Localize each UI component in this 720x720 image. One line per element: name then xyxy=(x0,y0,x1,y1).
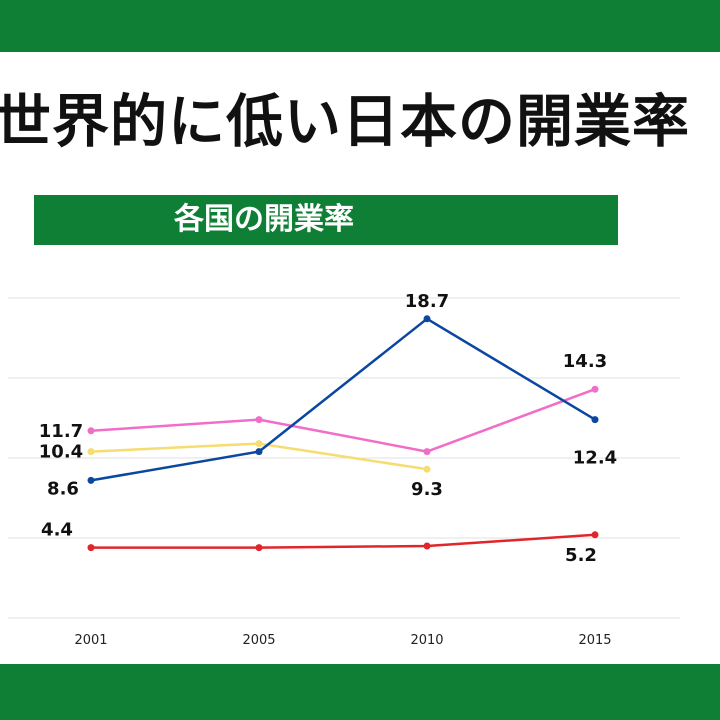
data-point xyxy=(591,385,599,393)
series-line-1 xyxy=(90,442,428,471)
data-label: 5.2 xyxy=(565,545,597,566)
chart-subtitle: 各国の開業率 xyxy=(174,202,354,237)
data-point xyxy=(255,440,263,448)
data-label: 11.7 xyxy=(39,421,83,442)
top-green-band xyxy=(0,0,720,52)
data-point xyxy=(423,542,431,550)
data-label: 18.7 xyxy=(405,291,449,312)
grid-lines xyxy=(8,297,680,619)
data-points xyxy=(87,315,599,552)
data-point xyxy=(591,416,599,424)
x-tick-label: 2001 xyxy=(74,633,107,648)
data-label: 8.6 xyxy=(47,478,79,499)
page-title: 世界的に低い日本の開業率 xyxy=(0,89,690,155)
series-line-0 xyxy=(90,388,596,453)
data-point xyxy=(87,427,95,435)
data-label: 12.4 xyxy=(573,448,617,469)
bottom-green-band xyxy=(0,664,720,720)
data-point xyxy=(87,544,95,552)
data-point xyxy=(423,448,431,456)
data-point xyxy=(87,476,95,484)
data-labels: 11.7 14.3 10.4 9.3 8.6 18.7 12.4 4.4 5.2 xyxy=(39,291,617,566)
data-label: 10.4 xyxy=(39,442,83,463)
data-point xyxy=(255,416,263,424)
data-point xyxy=(423,315,431,323)
x-tick-label: 2015 xyxy=(578,633,611,648)
data-point xyxy=(423,465,431,473)
data-point xyxy=(591,531,599,539)
series-line-3 xyxy=(91,533,596,549)
x-tick-label: 2010 xyxy=(410,633,443,648)
series-line-2 xyxy=(90,317,596,482)
x-tick-label: 2005 xyxy=(242,633,275,648)
subtitle-banner: 各国の開業率 xyxy=(34,195,618,245)
data-label: 9.3 xyxy=(411,479,443,500)
x-tick-labels: 2001 2005 2010 2015 xyxy=(74,633,611,648)
data-point xyxy=(255,448,263,456)
data-label: 14.3 xyxy=(563,351,607,372)
data-label: 4.4 xyxy=(41,520,73,541)
data-point xyxy=(255,544,263,552)
data-point xyxy=(87,448,95,456)
series-lines xyxy=(90,317,596,549)
